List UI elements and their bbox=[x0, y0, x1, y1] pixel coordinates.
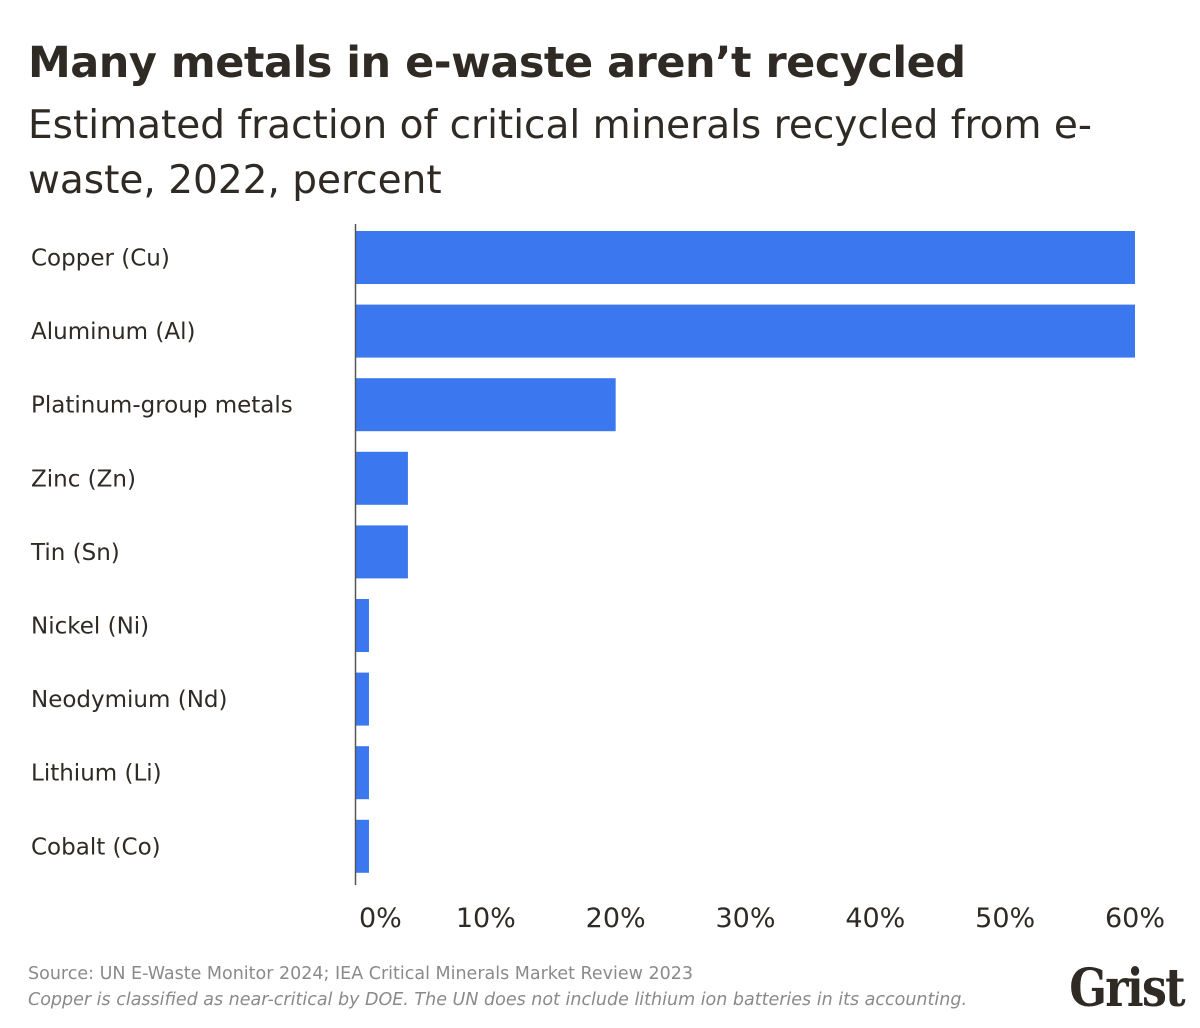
category-label: Tin (Sn) bbox=[30, 540, 120, 566]
category-label: Neodymium (Nd) bbox=[31, 687, 227, 713]
bar bbox=[356, 451, 408, 505]
x-tick-label: 20% bbox=[586, 903, 646, 934]
x-tick-label: 60% bbox=[1105, 903, 1165, 934]
bar bbox=[356, 525, 408, 579]
x-tick-label: 50% bbox=[975, 903, 1035, 934]
grist-logo: Grist bbox=[1069, 958, 1185, 1019]
bar bbox=[356, 304, 1135, 358]
category-label: Copper (Cu) bbox=[31, 246, 170, 272]
category-label: Zinc (Zn) bbox=[31, 466, 136, 492]
category-label: Platinum-group metals bbox=[31, 393, 293, 419]
category-label: Aluminum (Al) bbox=[31, 319, 195, 345]
bar bbox=[356, 819, 369, 873]
x-tick-label: 40% bbox=[845, 903, 905, 934]
category-label: Cobalt (Co) bbox=[31, 834, 161, 860]
source-note: Source: UN E-Waste Monitor 2024; IEA Cri… bbox=[28, 964, 694, 984]
bar bbox=[356, 378, 616, 432]
footnote: Copper is classified as near-critical by… bbox=[28, 990, 968, 1010]
x-tick-label: 10% bbox=[456, 903, 516, 934]
bar bbox=[356, 599, 369, 652]
bar bbox=[356, 231, 1135, 284]
bar bbox=[356, 746, 369, 800]
x-tick-label: 30% bbox=[715, 903, 775, 934]
category-label: Nickel (Ni) bbox=[31, 614, 149, 640]
chart-subtitle: Estimated fraction of critical minerals … bbox=[28, 103, 1092, 203]
chart-title: Many metals in e-waste aren’t recycled bbox=[28, 38, 966, 88]
bar bbox=[356, 672, 369, 726]
x-tick-label: 0% bbox=[359, 903, 402, 934]
category-label: Lithium (Li) bbox=[31, 761, 162, 787]
